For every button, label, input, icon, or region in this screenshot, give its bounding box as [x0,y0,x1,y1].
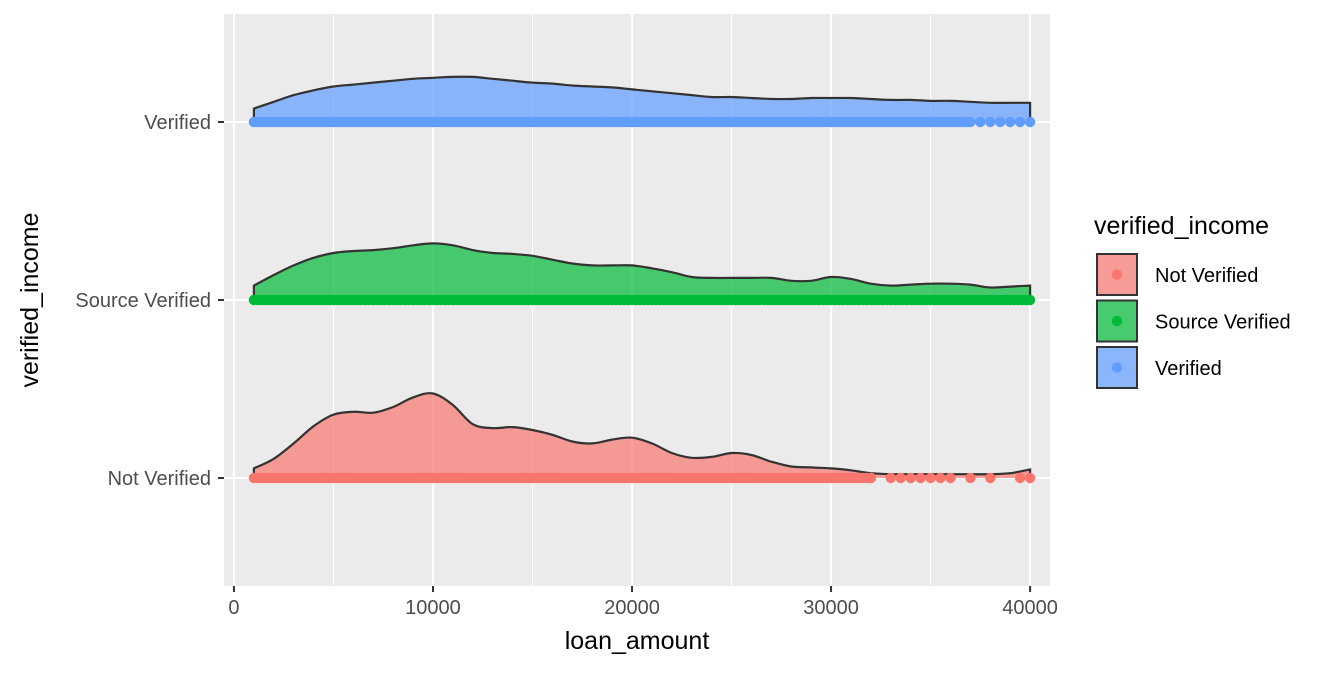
data-point [945,472,956,484]
legend-point-not-verified [1111,269,1123,280]
legend-label-verified: Verified [1155,358,1222,380]
data-point [895,472,906,484]
data-point [985,116,996,128]
y-axis: Not Verified Source Verified Verified [75,112,224,490]
data-point [885,472,896,484]
data-point [995,116,1006,128]
data-point [905,472,916,484]
x-axis-title: loan_amount [565,627,710,655]
density-area-verified [253,76,1031,122]
data-point [975,116,986,128]
legend-point-verified [1111,362,1123,373]
x-tick-label: 0 [228,597,239,619]
y-axis-title: verified_income [16,212,44,387]
x-tick-label: 30000 [803,597,859,619]
data-point [965,116,976,128]
legend-label-source-verified: Source Verified [1155,312,1291,334]
legend-label-not-verified: Not Verified [1155,265,1258,287]
data-point [1024,472,1036,484]
data-points [248,116,1036,484]
data-point [1024,116,1036,128]
data-point [1014,116,1026,128]
density-area-not-verified [253,393,1031,478]
data-point [965,472,976,484]
y-tick-label: Verified [144,112,211,134]
legend-point-source-verified [1111,315,1123,327]
x-tick-label: 10000 [405,597,461,619]
data-point [985,472,996,484]
x-axis: 0 10000 20000 30000 40000 [228,586,1058,619]
density-area-source-verified [253,243,1031,300]
data-point [865,472,877,484]
data-point [915,472,926,484]
density-outline-verified [252,75,1032,122]
data-point [1024,294,1036,306]
y-tick-label: Not Verified [108,468,211,490]
data-point [925,472,936,484]
legend-title: verified_income [1094,212,1269,240]
x-tick-label: 40000 [1002,597,1058,619]
data-point [1014,472,1026,484]
data-point [1005,116,1016,128]
y-tick-label: Source Verified [75,290,211,312]
data-point [935,472,946,484]
density-outline-source-verified [252,242,1032,300]
legend: verified_income Not Verified Source Verif… [1094,212,1291,389]
x-tick-label: 20000 [604,597,660,619]
